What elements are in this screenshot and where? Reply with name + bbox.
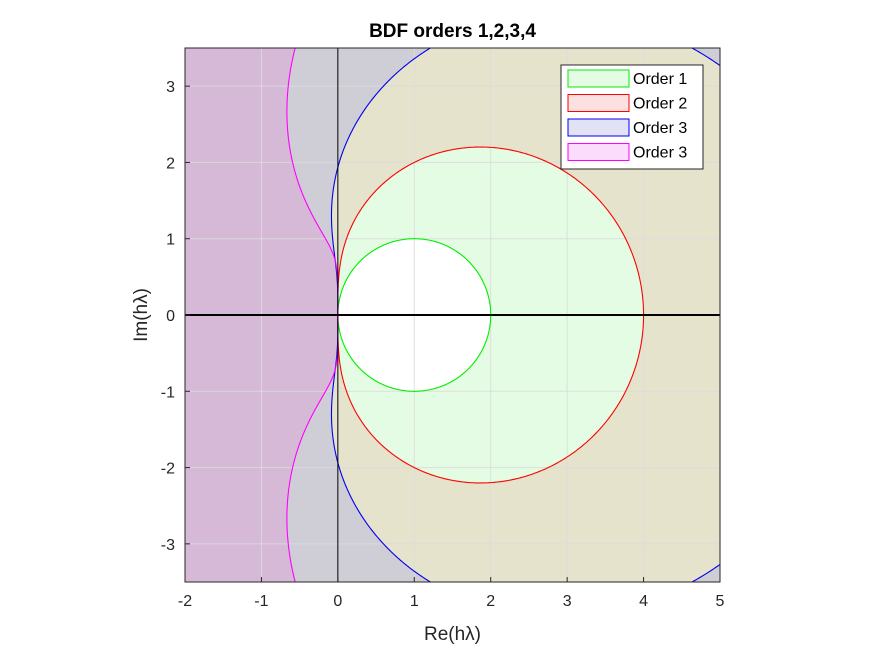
legend-swatch <box>567 69 630 88</box>
x-tick-label: 2 <box>486 593 495 610</box>
x-axis-label: Re(hλ) <box>424 624 481 645</box>
x-axis-ticks: -2 -1 0 1 2 3 4 5 <box>178 577 725 610</box>
boundary-curve-order4 <box>286 48 339 582</box>
y-tick-label: 1 <box>166 232 175 249</box>
legend-swatch <box>567 118 630 137</box>
y-tick-label: 2 <box>166 155 175 172</box>
legend-swatch <box>567 94 630 112</box>
y-tick-label: -2 <box>161 461 175 478</box>
y-tick-label: -1 <box>161 384 175 401</box>
legend-label: Order 1 <box>633 71 687 88</box>
legend-label: Order 3 <box>633 145 687 162</box>
x-tick-label: 3 <box>563 593 572 610</box>
y-tick-label: 0 <box>166 308 175 325</box>
boundary-curve-order3 <box>330 48 720 582</box>
y-axis-ticks: -3 -2 -1 0 1 2 3 <box>161 79 190 554</box>
legend-label: Order 2 <box>633 96 687 113</box>
y-tick-label: -3 <box>161 537 175 554</box>
x-tick-label: 1 <box>410 593 419 610</box>
chart-title: BDF orders 1,2,3,4 <box>369 21 536 42</box>
legend-label: Order 3 <box>633 120 687 137</box>
x-tick-label: 5 <box>716 593 725 610</box>
y-tick-label: 3 <box>166 79 175 96</box>
x-tick-label: -2 <box>178 593 192 610</box>
axis-lines <box>185 48 720 582</box>
x-tick-label: 0 <box>333 593 342 610</box>
legend: Order 1 Order 2 Order 3 Order 3 <box>560 64 704 170</box>
x-tick-label: -1 <box>254 593 268 610</box>
legend-swatch <box>567 143 630 161</box>
x-tick-label: 4 <box>639 593 648 610</box>
y-axis-label: Im(hλ) <box>131 288 152 342</box>
